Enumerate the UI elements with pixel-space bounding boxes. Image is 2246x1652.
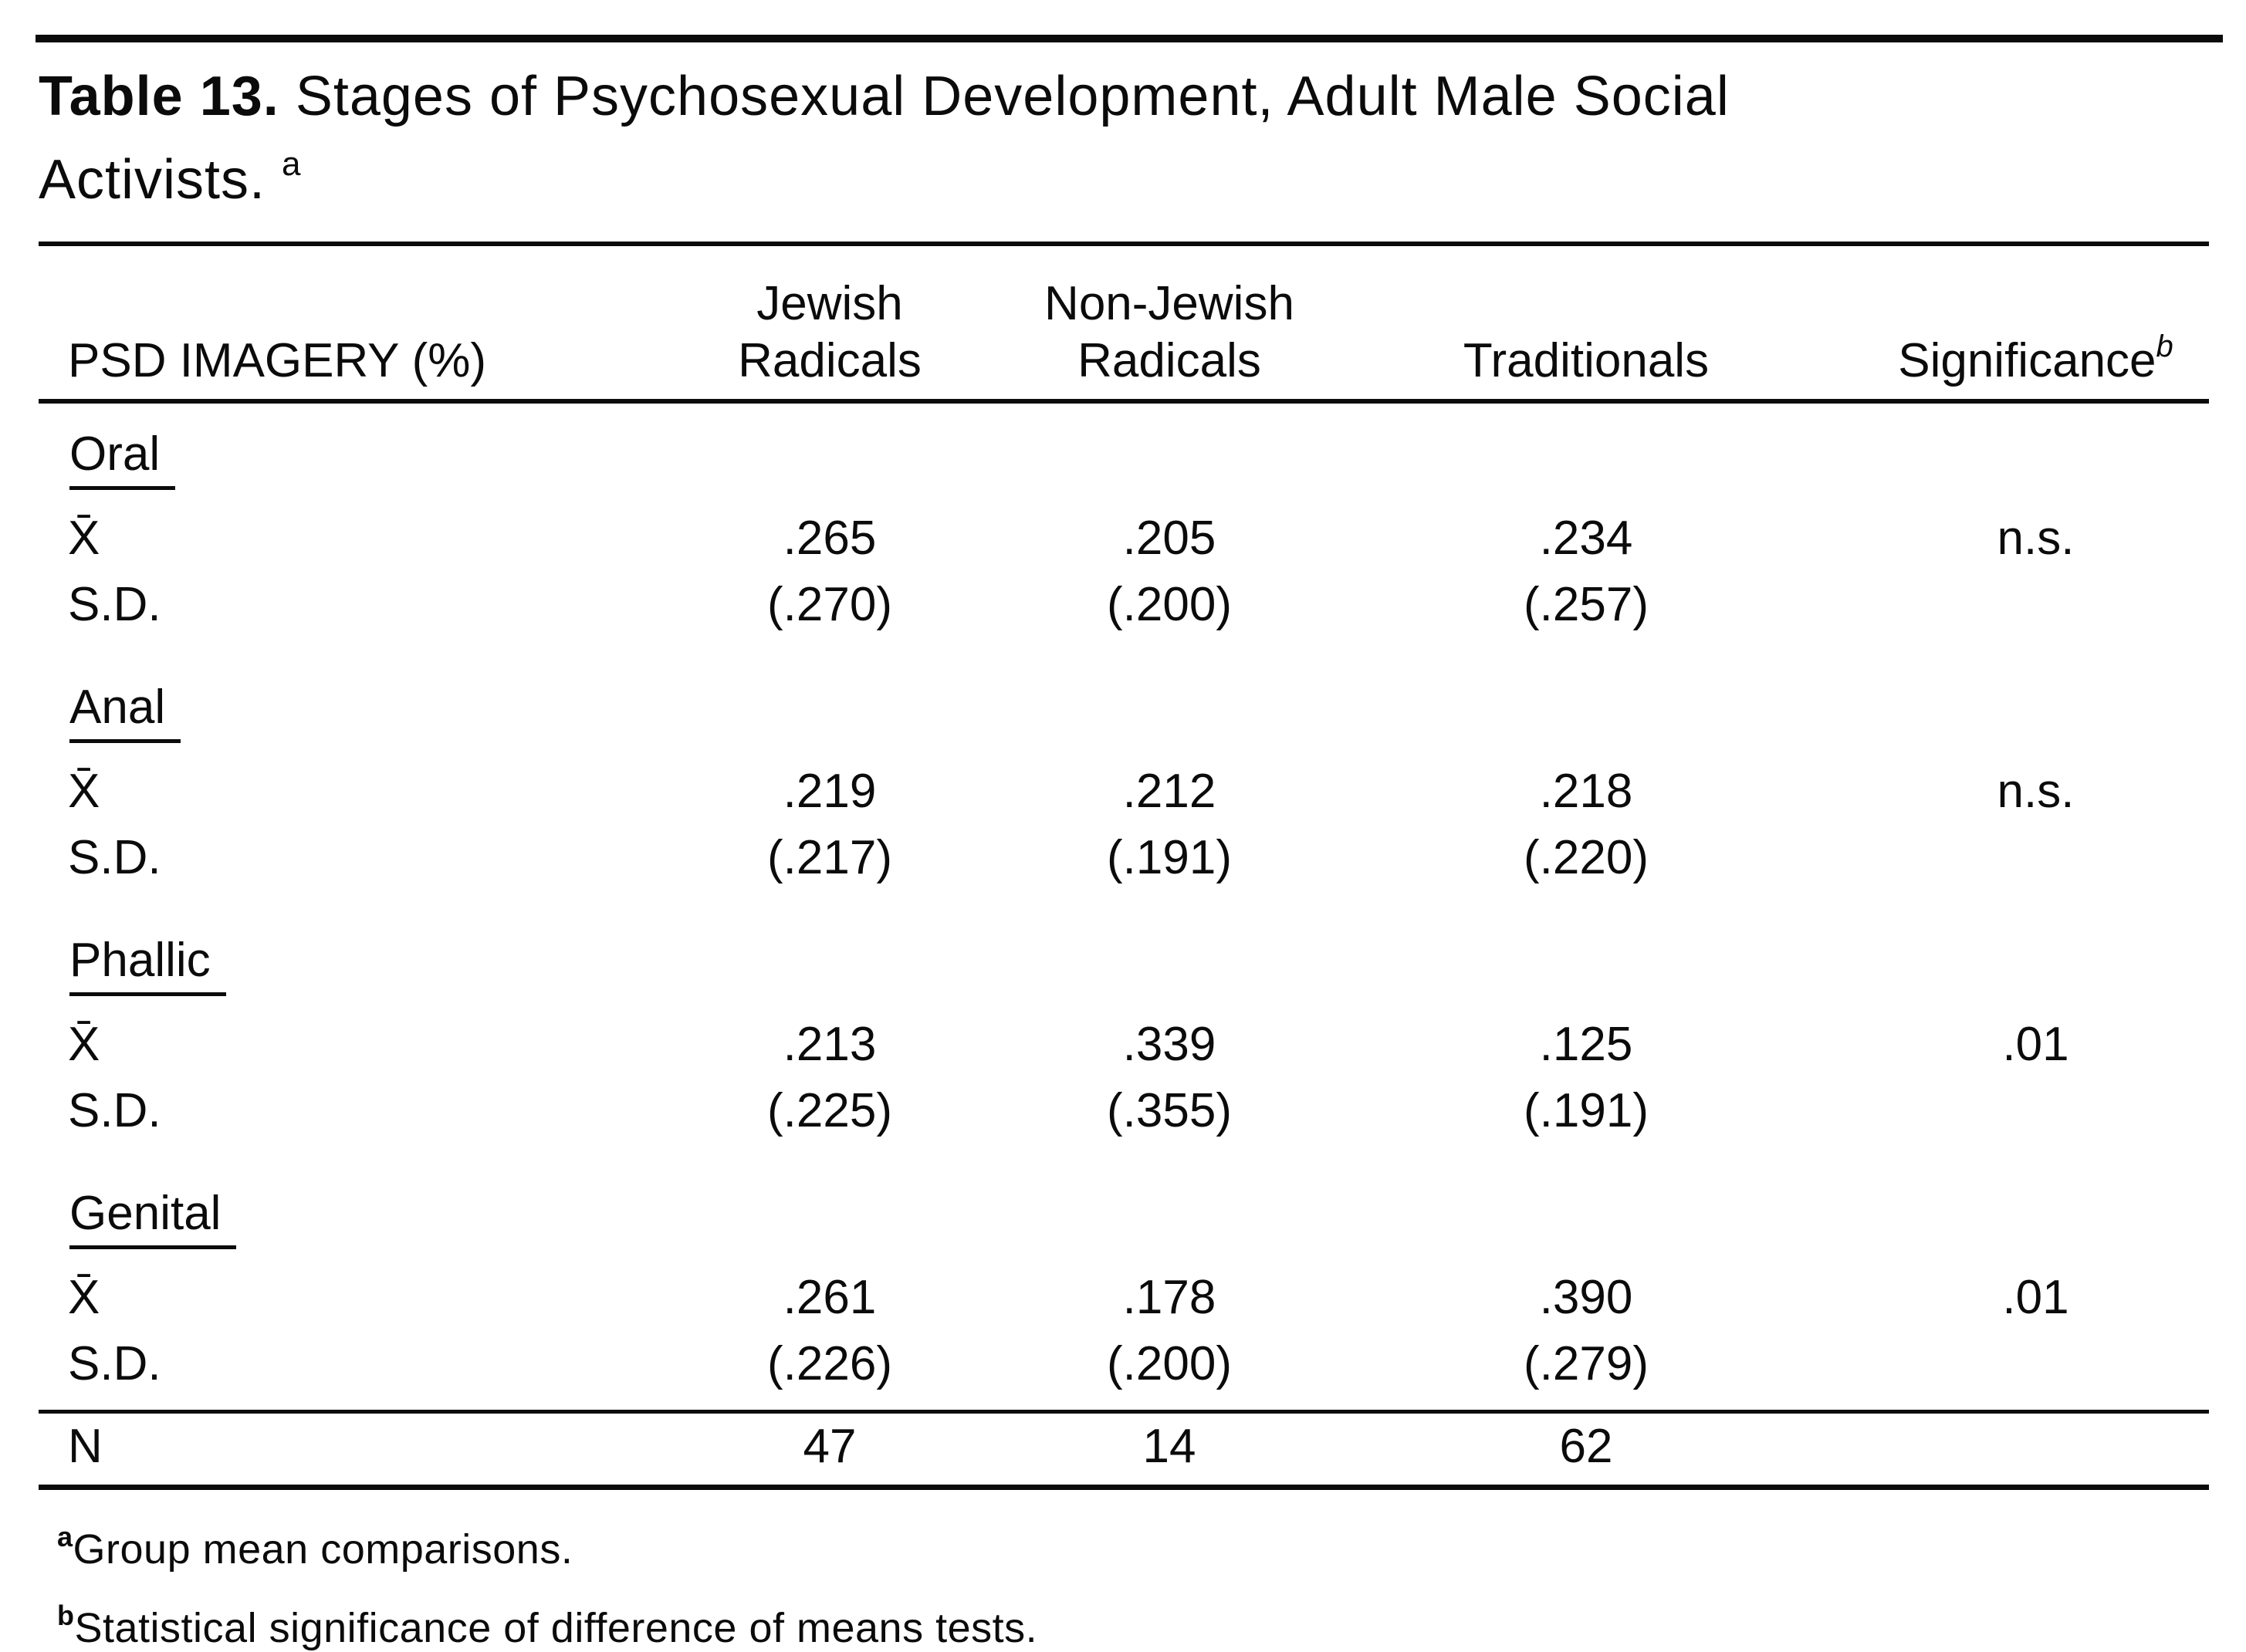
sd-jewish-radicals: (.225)	[767, 1084, 892, 1137]
table-row-mean: X̄ .219 .212 .218 n.s.	[39, 758, 2238, 825]
mean-jewish-radicals: .261	[783, 1271, 877, 1324]
footnote-a: aGroup mean comparisons.	[39, 1513, 2238, 1573]
sd-traditionals: (.220)	[1524, 831, 1649, 884]
section-label-row: Oral	[39, 430, 2238, 490]
table-section-phallic: Phallic X̄ .213 .339 .125 .01 S.D. (.225…	[39, 936, 2238, 1144]
column-header-line: Radicals	[1077, 334, 1261, 387]
mean-traditionals: .125	[1539, 1018, 1633, 1071]
sd-jewish-radicals: (.226)	[767, 1337, 892, 1390]
column-header-jewish-radicals: Jewish Radicals	[660, 275, 1000, 390]
section-label-row: Anal	[39, 683, 2238, 743]
body-divider-rule	[39, 1410, 2209, 1414]
table-row-mean: X̄ .213 .339 .125 .01	[39, 1012, 2238, 1078]
column-header-non-jewish-radicals: Non-Jewish Radicals	[1000, 275, 1339, 390]
sd-jewish-radicals: (.270)	[767, 578, 892, 631]
section-label-row: Phallic	[39, 936, 2238, 996]
sd-jewish-radicals: (.217)	[767, 831, 892, 884]
table-section-anal: Anal X̄ .219 .212 .218 n.s. S.D. (.217) …	[39, 683, 2238, 891]
title-footnote-marker: a	[282, 145, 302, 183]
table-section-oral: Oral X̄ .265 .205 .234 n.s. S.D. (.270) …	[39, 430, 2238, 638]
column-header-psd-imagery: PSD IMAGERY (%)	[68, 334, 487, 387]
sd-non-jewish-radicals: (.200)	[1107, 1337, 1232, 1390]
table-title: Table 13. Stages of Psychosexual Develop…	[39, 62, 1876, 214]
significance-value: n.s.	[1997, 765, 2075, 818]
table-row-sd: S.D. (.270) (.200) (.257)	[39, 572, 2238, 638]
sd-non-jewish-radicals: (.200)	[1107, 578, 1232, 631]
sd-traditionals: (.191)	[1524, 1084, 1649, 1137]
table-header-row: PSD IMAGERY (%) Jewish Radicals Non-Jewi…	[39, 275, 2238, 390]
row-label-mean: X̄	[68, 1271, 100, 1324]
mean-traditionals: .218	[1539, 765, 1633, 818]
n-jewish-radicals: 47	[803, 1420, 857, 1473]
table-title-text: Stages of Psychosexual Development, Adul…	[39, 66, 1730, 211]
significance-value: .01	[2002, 1271, 2069, 1324]
significance-value: n.s.	[1997, 512, 2075, 565]
n-traditionals: 62	[1559, 1420, 1613, 1473]
mean-non-jewish-radicals: .339	[1122, 1018, 1216, 1071]
significance-footnote-marker: b	[2156, 329, 2173, 363]
sd-traditionals: (.257)	[1524, 578, 1649, 631]
header-divider-rule	[39, 399, 2209, 404]
table-number-label: Table 13.	[39, 66, 279, 127]
table-section-genital: Genital X̄ .261 .178 .390 .01 S.D. (.226…	[39, 1189, 2238, 1397]
column-header-line: Non-Jewish	[1044, 277, 1294, 330]
row-label-mean: X̄	[68, 1018, 100, 1071]
table-row-n: N 47 14 62	[39, 1415, 2238, 1478]
row-label-mean: X̄	[68, 765, 100, 818]
mean-jewish-radicals: .213	[783, 1018, 877, 1071]
section-label-genital: Genital	[69, 1189, 237, 1249]
n-non-jewish-radicals: 14	[1142, 1420, 1196, 1473]
mean-traditionals: .234	[1539, 512, 1633, 565]
table-row-sd: S.D. (.225) (.355) (.191)	[39, 1078, 2238, 1144]
mean-jewish-radicals: .265	[783, 512, 877, 565]
table-row-sd: S.D. (.217) (.191) (.220)	[39, 825, 2238, 891]
scanned-table-page: Table 13. Stages of Psychosexual Develop…	[36, 35, 2238, 1652]
footnote-a-marker: a	[57, 1521, 73, 1552]
section-label-anal: Anal	[69, 683, 181, 743]
row-label-n: N	[68, 1420, 103, 1473]
row-label-sd: S.D.	[68, 1084, 161, 1137]
footnote-b-marker: b	[57, 1600, 75, 1631]
mean-non-jewish-radicals: .212	[1122, 765, 1216, 818]
section-label-row: Genital	[39, 1189, 2238, 1249]
mean-traditionals: .390	[1539, 1271, 1633, 1324]
sd-non-jewish-radicals: (.191)	[1107, 831, 1232, 884]
footnote-b: bStatistical significance of difference …	[39, 1592, 2238, 1652]
table-row-mean: X̄ .261 .178 .390 .01	[39, 1265, 2238, 1331]
significance-value: .01	[2002, 1018, 2069, 1071]
mean-non-jewish-radicals: .178	[1122, 1271, 1216, 1324]
bottom-rule	[39, 1485, 2209, 1490]
row-label-sd: S.D.	[68, 1337, 161, 1390]
table-row-mean: X̄ .265 .205 .234 n.s.	[39, 505, 2238, 572]
title-divider-rule	[39, 242, 2209, 246]
row-label-sd: S.D.	[68, 831, 161, 884]
column-header-line: Radicals	[738, 334, 922, 387]
row-label-sd: S.D.	[68, 578, 161, 631]
column-header-line: Jewish	[756, 277, 903, 330]
footnote-a-text: Group mean comparisons.	[73, 1526, 573, 1573]
section-label-phallic: Phallic	[69, 936, 226, 996]
column-header-traditionals: Traditionals	[1463, 334, 1710, 387]
top-rule	[36, 35, 2223, 42]
row-label-mean: X̄	[68, 512, 100, 565]
mean-jewish-radicals: .219	[783, 765, 877, 818]
sd-non-jewish-radicals: (.355)	[1107, 1084, 1232, 1137]
table-row-sd: S.D. (.226) (.200) (.279)	[39, 1331, 2238, 1397]
column-header-significance: Significanceb	[1833, 318, 2238, 390]
sd-traditionals: (.279)	[1524, 1337, 1649, 1390]
section-label-oral: Oral	[69, 430, 176, 490]
footnote-b-text: Statistical significance of difference o…	[74, 1605, 1038, 1651]
mean-non-jewish-radicals: .205	[1122, 512, 1216, 565]
column-header-significance-text: Significance	[1898, 334, 2156, 387]
